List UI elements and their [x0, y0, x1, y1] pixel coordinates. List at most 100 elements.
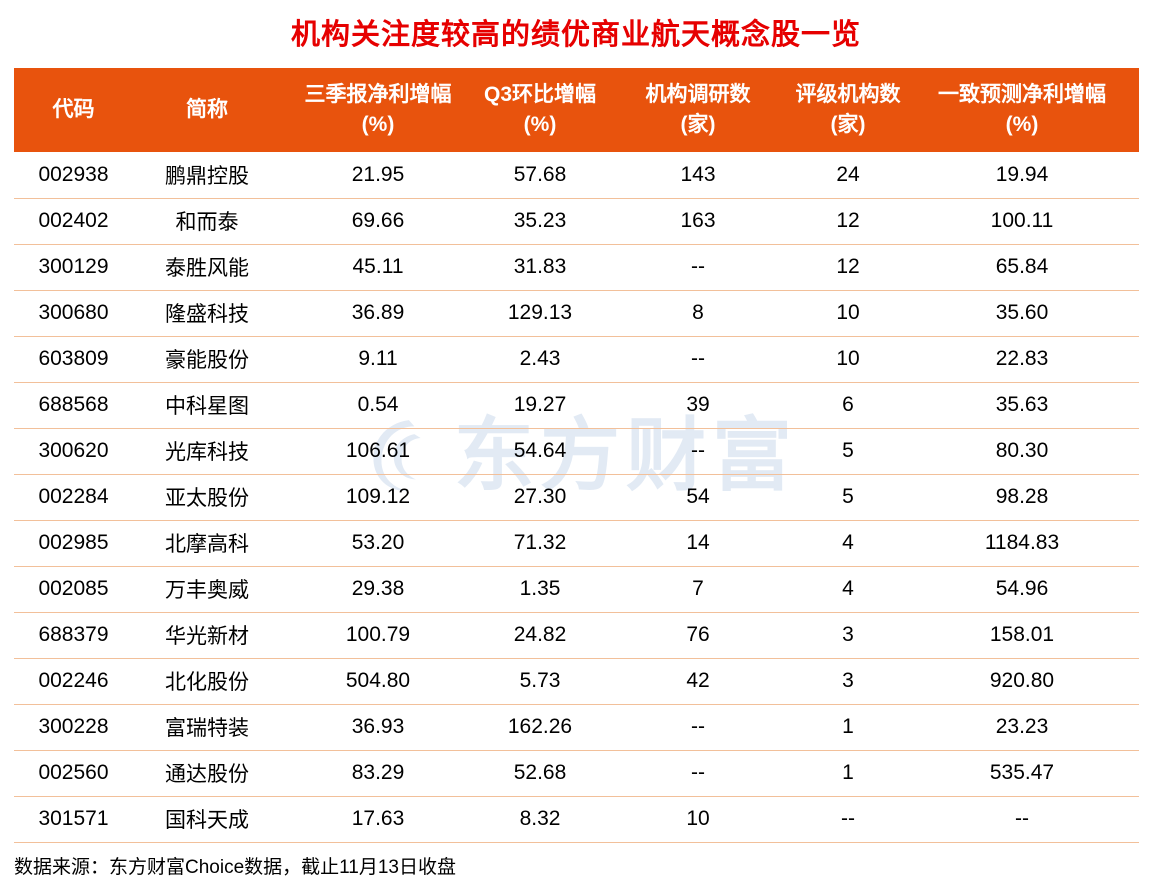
table-row: 002284 亚太股份 109.12 27.30 54 5 98.28	[14, 474, 1139, 521]
table-row: 002085 万丰奥威 29.38 1.35 7 4 54.96	[14, 566, 1139, 613]
table-cell: 129.13	[475, 290, 605, 337]
column-header-1: 简称	[133, 68, 281, 152]
column-header-2: 三季报净利增幅 (%)	[281, 68, 475, 152]
table-cell: 泰胜风能	[133, 244, 281, 291]
table-cell: 8.32	[475, 796, 605, 843]
table-cell: 31.83	[475, 244, 605, 291]
table-cell: 3	[791, 612, 905, 659]
table-cell: 45.11	[281, 244, 475, 291]
table-cell: 5	[791, 428, 905, 475]
column-header-label: 一致预测净利增幅	[938, 82, 1106, 106]
table-cell: 23.23	[905, 704, 1139, 751]
table-cell: 鹏鼎控股	[133, 152, 281, 199]
table-cell: 69.66	[281, 198, 475, 245]
table-cell: 53.20	[281, 520, 475, 567]
table-cell: 143	[605, 152, 791, 199]
table-row: 603809 豪能股份 9.11 2.43 -- 10 22.83	[14, 336, 1139, 383]
table-cell: 8	[605, 290, 791, 337]
table-cell: 158.01	[905, 612, 1139, 659]
table-row: 688568 中科星图 0.54 19.27 39 6 35.63	[14, 382, 1139, 429]
column-header-unit: (家)	[680, 113, 716, 136]
table-cell: 1.35	[475, 566, 605, 613]
table-row: 002246 北化股份 504.80 5.73 42 3 920.80	[14, 658, 1139, 705]
table-row: 002402 和而泰 69.66 35.23 163 12 100.11	[14, 198, 1139, 245]
table-cell: 109.12	[281, 474, 475, 521]
column-header-5: 评级机构数 (家)	[791, 68, 905, 152]
column-header-unit: (家)	[830, 113, 866, 136]
table-cell: 163	[605, 198, 791, 245]
table-cell: 002560	[14, 750, 133, 797]
table-cell: 隆盛科技	[133, 290, 281, 337]
table-cell: 国科天成	[133, 796, 281, 843]
table-cell: 300228	[14, 704, 133, 751]
table-cell: --	[605, 750, 791, 797]
table-cell: 10	[605, 796, 791, 843]
table-cell: 0.54	[281, 382, 475, 429]
column-header-label: 三季报净利增幅	[304, 82, 452, 106]
table-cell: 通达股份	[133, 750, 281, 797]
table-cell: 688568	[14, 382, 133, 429]
table-row: 002938 鹏鼎控股 21.95 57.68 143 24 19.94	[14, 152, 1139, 199]
table-cell: 57.68	[475, 152, 605, 199]
column-header-label: 简称	[186, 97, 228, 121]
table-cell: 35.60	[905, 290, 1139, 337]
table-cell: 35.23	[475, 198, 605, 245]
column-header-label: 机构调研数	[645, 82, 751, 106]
table-cell: 华光新材	[133, 612, 281, 659]
table-cell: 12	[791, 198, 905, 245]
table-row: 002560 通达股份 83.29 52.68 -- 1 535.47	[14, 750, 1139, 797]
column-header-label: Q3环比增幅	[483, 82, 596, 106]
table-header: 代码 简称 三季报净利增幅 (%) Q3环比增幅 (%) 机构调研数 (家) 评级机构数 (家) 一…	[14, 68, 1139, 152]
table-cell: 002938	[14, 152, 133, 199]
table-cell: 1	[791, 704, 905, 751]
table-cell: 54.96	[905, 566, 1139, 613]
table-cell: 39	[605, 382, 791, 429]
table-cell: 中科星图	[133, 382, 281, 429]
table-cell: 100.11	[905, 198, 1139, 245]
table-cell: 002284	[14, 474, 133, 521]
table-cell: --	[791, 796, 905, 843]
table-cell: 002085	[14, 566, 133, 613]
table-cell: 42	[605, 658, 791, 705]
table-cell: 300620	[14, 428, 133, 475]
table-cell: 535.47	[905, 750, 1139, 797]
table-cell: 54.64	[475, 428, 605, 475]
table-cell: 002985	[14, 520, 133, 567]
table-cell: 603809	[14, 336, 133, 383]
stock-table: 代码 简称 三季报净利增幅 (%) Q3环比增幅 (%) 机构调研数 (家) 评级机构数 (家) 一…	[14, 68, 1139, 843]
table-cell: 504.80	[281, 658, 475, 705]
table-cell: 19.27	[475, 382, 605, 429]
table-cell: 100.79	[281, 612, 475, 659]
table-cell: 1184.83	[905, 520, 1139, 567]
column-header-3: Q3环比增幅 (%)	[475, 68, 605, 152]
table-cell: 76	[605, 612, 791, 659]
table-cell: --	[605, 336, 791, 383]
table-cell: 65.84	[905, 244, 1139, 291]
data-source-note: 数据来源：东方财富Choice数据，截止11月13日收盘	[14, 857, 457, 878]
table-cell: 万丰奥威	[133, 566, 281, 613]
table-cell: --	[605, 704, 791, 751]
table-cell: --	[905, 796, 1139, 843]
table-cell: 亚太股份	[133, 474, 281, 521]
table-cell: 002402	[14, 198, 133, 245]
table-cell: --	[605, 244, 791, 291]
table-cell: 17.63	[281, 796, 475, 843]
column-header-label: 代码	[52, 97, 95, 121]
table-cell: 10	[791, 290, 905, 337]
table-cell: 80.30	[905, 428, 1139, 475]
table-cell: 300680	[14, 290, 133, 337]
table-cell: --	[605, 428, 791, 475]
table-cell: 1	[791, 750, 905, 797]
table-cell: 7	[605, 566, 791, 613]
table-cell: 4	[791, 520, 905, 567]
table-cell: 北摩高科	[133, 520, 281, 567]
table-cell: 9.11	[281, 336, 475, 383]
table-cell: 24	[791, 152, 905, 199]
table-cell: 10	[791, 336, 905, 383]
table-cell: 5.73	[475, 658, 605, 705]
table-cell: 36.93	[281, 704, 475, 751]
table-cell: 54	[605, 474, 791, 521]
table-cell: 富瑞特装	[133, 704, 281, 751]
table-cell: 29.38	[281, 566, 475, 613]
table-cell: 19.94	[905, 152, 1139, 199]
